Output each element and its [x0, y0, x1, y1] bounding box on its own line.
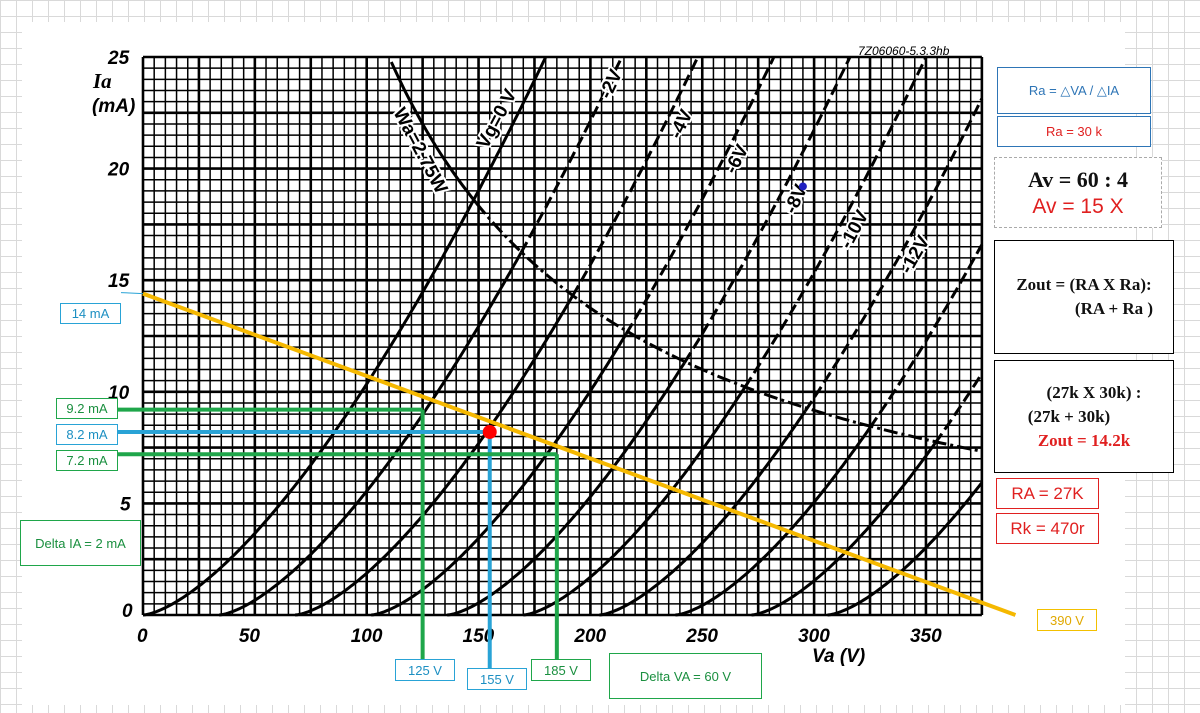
curve-vg-6 [371, 333, 628, 617]
curve-vg-8 [447, 362, 686, 617]
curve-vg-6-dashed [624, 56, 776, 335]
chart-code: 7Z06060-5.3.3hb [858, 44, 950, 58]
x-tick-label: 0 [137, 626, 148, 647]
y-axis-unit: (mA) [92, 96, 135, 117]
curve-label-vg-8: -8V [780, 181, 812, 217]
curve-vg-16 [751, 442, 937, 617]
y-tick-label: 15 [108, 271, 130, 292]
curve-vg-16-dashed [933, 372, 984, 445]
zout-formula-line1: Zout = (RA X Ra): [1016, 275, 1152, 294]
dissipation-curve [389, 61, 478, 205]
x-tick-label: 350 [910, 626, 942, 647]
x-tick-label: 50 [239, 626, 261, 647]
curve-vg-18 [827, 481, 984, 617]
zout-calc-line1: (27k X 30k) : [1046, 382, 1142, 402]
label-8-2ma: 8.2 mA [56, 424, 118, 445]
curve-label-vg-2: -2V [595, 66, 627, 102]
curve-vg-2-dashed [519, 56, 624, 254]
curve-vg-4 [294, 295, 574, 617]
curve-vg-10-dashed [743, 56, 928, 389]
curve-vg-4-dashed [571, 56, 700, 297]
av-ratio: Av = 60 : 4 [1027, 166, 1129, 192]
zout-formula-line2: (RA + Ra ) [1074, 299, 1154, 318]
curve-vg-0 [142, 56, 548, 617]
label-185v: 185 V [531, 659, 591, 681]
zout-result: Zout = 14.2k [1037, 430, 1131, 450]
rk-box: Rk = 470r [996, 513, 1099, 544]
ra-load-box: RA = 27K [996, 478, 1099, 509]
dissipation-curve-dashed [475, 202, 983, 453]
curve-vg-14 [675, 426, 872, 617]
curve-vg-2 [218, 251, 523, 617]
ra-formula-box: Ra = △VA / △IA [997, 67, 1151, 114]
curve-label-vg-12: -12V [896, 232, 934, 278]
zout-calc-box: (27k X 30k) : (27k + 30k) Zout = 14.2k [994, 360, 1174, 473]
y-tick-label: 5 [120, 494, 131, 515]
load-line-leader [120, 292, 144, 295]
x-axis-label: Va (V) [812, 646, 865, 667]
x-tick-label: 150 [463, 626, 495, 647]
zout-formula-box: Zout = (RA X Ra): (RA + Ra ) [994, 240, 1174, 354]
curve-vg-10 [523, 386, 747, 617]
av-value: Av = 15 X [1032, 194, 1124, 218]
load-line [142, 291, 1017, 617]
y-tick-label: 20 [107, 160, 130, 181]
label-9-2ma: 9.2 mA [56, 398, 118, 419]
curve-vg-14-dashed [868, 243, 984, 429]
operating-point [482, 424, 497, 439]
x-tick-label: 250 [685, 626, 718, 647]
label-155v: 155 V [467, 668, 527, 690]
label-delta-va: Delta VA = 60 V [609, 653, 762, 699]
marker-point [798, 182, 807, 191]
curve-vg-12-dashed [803, 97, 984, 412]
curve-vg-8-dashed [683, 56, 852, 364]
label-7-2ma: 7.2 mA [56, 450, 118, 471]
label-390v: 390 V [1037, 609, 1097, 631]
y-tick-label: 25 [107, 48, 130, 69]
x-tick-label: 200 [573, 626, 606, 647]
y-tick-label: 0 [122, 601, 133, 622]
x-tick-label: 300 [798, 626, 830, 647]
label-14ma: 14 mA [60, 303, 121, 324]
ra-value-box: Ra = 30 k [997, 116, 1151, 147]
y-axis-symbol: Ia [92, 69, 112, 93]
label-delta-ia: Delta IA = 2 mA [20, 520, 141, 566]
zout-calc-line2: (27k + 30k) [1027, 406, 1111, 426]
curve-vg-12 [599, 410, 807, 617]
x-tick-label: 100 [351, 626, 383, 647]
av-box: Av = 60 : 4 Av = 15 X [994, 157, 1162, 228]
label-125v: 125 V [395, 659, 455, 681]
